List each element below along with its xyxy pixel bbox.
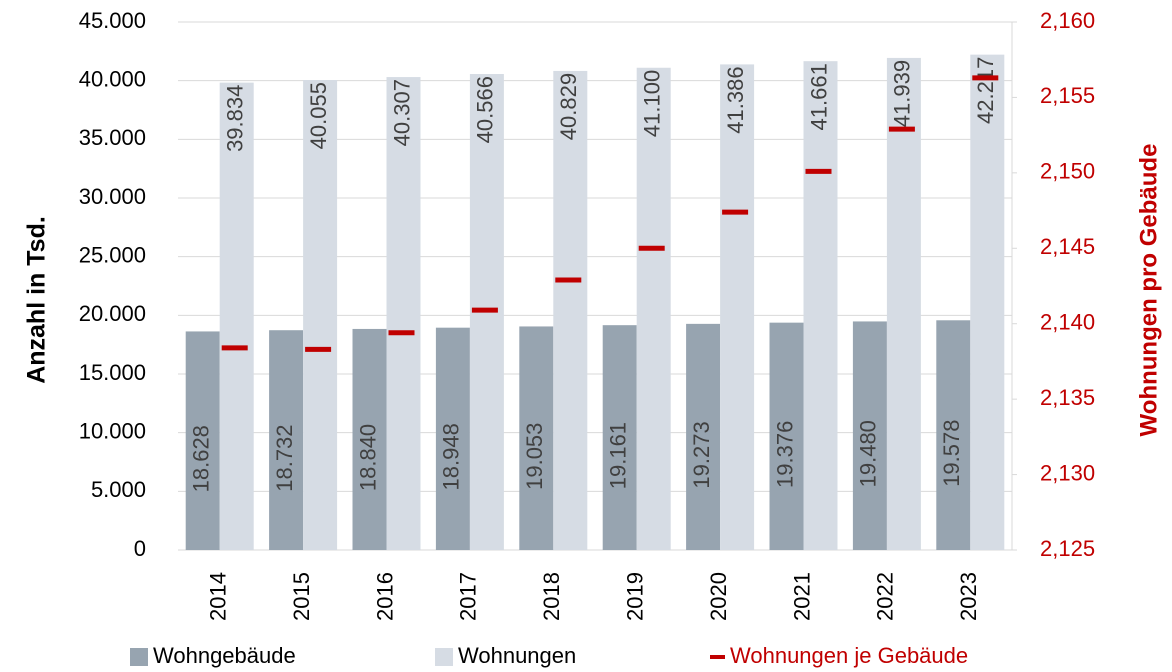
value-label: 41.100 xyxy=(640,70,665,137)
x-tick-label: 2015 xyxy=(289,572,314,621)
bar xyxy=(769,322,804,550)
value-label: 40.566 xyxy=(473,76,498,143)
bar xyxy=(803,61,838,550)
y-tick-label: 35.000 xyxy=(79,125,146,150)
bar xyxy=(269,330,304,550)
y-tick-label: 30.000 xyxy=(79,184,146,209)
value-label: 41.661 xyxy=(806,63,831,130)
x-tick-label: 2021 xyxy=(789,572,814,621)
legend-label: Wohngebäude xyxy=(153,643,296,668)
x-tick-label: 2017 xyxy=(456,572,481,621)
value-label: 19.161 xyxy=(606,422,631,489)
y-tick-label: 0 xyxy=(134,536,146,561)
y2-tick-label: 2,150 xyxy=(1040,159,1095,184)
x-tick-label: 2014 xyxy=(206,572,231,621)
y2-axis-title: Wohnungen pro Gebäude xyxy=(1135,144,1162,437)
bar xyxy=(686,323,721,550)
value-label: 41.386 xyxy=(723,66,748,133)
value-label: 19.273 xyxy=(689,421,714,488)
bar xyxy=(435,327,470,550)
legend-label: Wohnungen je Gebäude xyxy=(730,643,968,668)
value-label: 42.217 xyxy=(973,57,998,124)
bar xyxy=(936,320,971,550)
y2-tick-label: 2,145 xyxy=(1040,234,1095,259)
bar xyxy=(219,82,254,550)
y2-tick-label: 2,155 xyxy=(1040,83,1095,108)
y-tick-label: 25.000 xyxy=(79,242,146,267)
value-label: 18.948 xyxy=(439,423,464,490)
legend-swatch xyxy=(130,648,148,666)
value-label: 18.732 xyxy=(272,424,297,491)
bar xyxy=(386,77,421,550)
value-label: 40.307 xyxy=(389,79,414,146)
value-label: 40.055 xyxy=(306,82,331,149)
value-label: 19.376 xyxy=(772,421,797,488)
bar xyxy=(303,80,338,550)
y-tick-label: 15.000 xyxy=(79,360,146,385)
bar xyxy=(886,57,921,550)
x-tick-label: 2020 xyxy=(706,572,731,621)
value-label: 19.053 xyxy=(522,423,547,490)
value-label: 19.578 xyxy=(939,419,964,486)
y-axis-title: Anzahl in Tsd. xyxy=(23,216,51,384)
y2-tick-label: 2,140 xyxy=(1040,310,1095,335)
y2-tick-label: 2,130 xyxy=(1040,460,1095,485)
legend-swatch xyxy=(435,648,453,666)
value-label: 39.834 xyxy=(223,85,248,152)
bar xyxy=(553,70,588,551)
bar xyxy=(519,326,554,550)
y-tick-label: 45.000 xyxy=(79,8,146,33)
x-tick-label: 2016 xyxy=(372,572,397,621)
value-label: 18.840 xyxy=(355,424,380,491)
bar xyxy=(352,328,387,550)
bar xyxy=(852,321,887,550)
bar xyxy=(970,54,1005,550)
legend-label: Wohnungen xyxy=(458,643,576,668)
y2-tick-label: 2,135 xyxy=(1040,385,1095,410)
value-label: 19.480 xyxy=(856,420,881,487)
y-tick-label: 5.000 xyxy=(91,477,146,502)
bar xyxy=(720,64,755,550)
value-label: 40.829 xyxy=(556,73,581,140)
y2-tick-label: 2,125 xyxy=(1040,536,1095,561)
x-tick-label: 2022 xyxy=(873,572,898,621)
x-tick-label: 2019 xyxy=(623,572,648,621)
bar xyxy=(636,67,671,550)
y-tick-label: 40.000 xyxy=(79,66,146,91)
bar xyxy=(602,325,637,550)
bar xyxy=(185,331,220,550)
value-label: 41.939 xyxy=(890,60,915,127)
y-tick-label: 10.000 xyxy=(79,418,146,443)
value-label: 18.628 xyxy=(189,425,214,492)
y-tick-label: 20.000 xyxy=(79,301,146,326)
y2-tick-label: 2,160 xyxy=(1040,8,1095,33)
x-tick-label: 2018 xyxy=(539,572,564,621)
x-tick-label: 2023 xyxy=(956,572,981,621)
